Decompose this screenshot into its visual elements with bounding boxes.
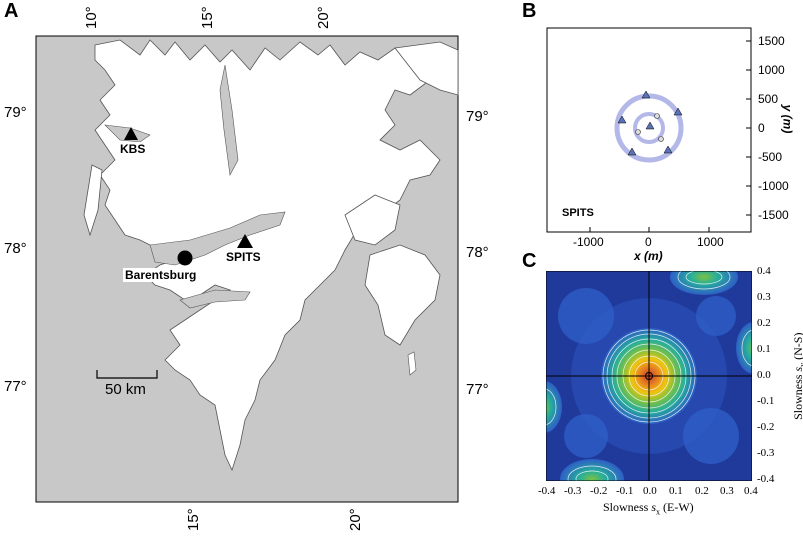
lat-label-left-79: 79° bbox=[4, 104, 27, 121]
side-lobe bbox=[670, 271, 738, 295]
lat-label-right-77: 77° bbox=[466, 381, 489, 398]
array-label: SPITS bbox=[562, 207, 594, 219]
c-xtick: 0.1 bbox=[669, 485, 683, 497]
panel-a-letter: A bbox=[4, 0, 19, 22]
c-ylabel: Slowness sy (N-S) bbox=[791, 321, 803, 431]
lon-label-bottom-20: 20° bbox=[347, 508, 364, 531]
sensor-circle bbox=[635, 129, 641, 135]
spits-label: SPITS bbox=[226, 250, 261, 264]
c-xtick: 0.3 bbox=[720, 485, 734, 497]
land-barentsoya bbox=[344, 194, 401, 246]
c-xtick: -0.4 bbox=[538, 485, 556, 497]
c-xtick: 0.0 bbox=[643, 485, 657, 497]
c-ytick: -0.2 bbox=[757, 421, 775, 433]
side-lobe bbox=[560, 459, 624, 481]
b-ytick: 1500 bbox=[758, 34, 785, 48]
c-xtick: -0.1 bbox=[616, 485, 634, 497]
wijdefjorden bbox=[219, 64, 239, 176]
c-ytick: 0.3 bbox=[757, 291, 771, 303]
lat-label-left-77: 77° bbox=[4, 378, 27, 395]
svalbard-map bbox=[35, 35, 459, 503]
kbs-station-triangle bbox=[124, 127, 138, 140]
lon-label-top-10: 10° bbox=[83, 6, 100, 29]
land-hopen bbox=[407, 351, 417, 376]
van-mijenfjorden bbox=[179, 289, 251, 309]
c-xlabel: Slowness sx (E-W) bbox=[603, 500, 694, 516]
c-xlabel-prefix: Slowness bbox=[603, 500, 652, 514]
b-ytick: -1000 bbox=[758, 179, 789, 193]
sensor-circle bbox=[658, 136, 664, 142]
b-xtick: 1000 bbox=[697, 235, 724, 249]
scale-bar bbox=[96, 370, 158, 379]
c-ytick: -0.4 bbox=[757, 473, 775, 485]
barentsburg-circle bbox=[177, 250, 193, 266]
inner-ring bbox=[633, 112, 665, 144]
b-xtick: -1000 bbox=[573, 235, 604, 249]
c-ytick: -0.3 bbox=[757, 447, 775, 459]
panel-c-letter: C bbox=[522, 250, 537, 272]
panel-b-letter: B bbox=[522, 0, 537, 22]
array-response-plot bbox=[546, 271, 752, 481]
lon-label-bottom-15: 15° bbox=[185, 508, 202, 531]
c-ytick: 0.2 bbox=[757, 317, 771, 329]
c-ytick: 0.0 bbox=[757, 369, 771, 381]
spits-station-triangle bbox=[237, 234, 253, 248]
lon-label-top-15: 15° bbox=[199, 6, 216, 29]
barentsburg-label: Barentsburg bbox=[123, 268, 199, 282]
side-lobe bbox=[736, 322, 752, 374]
b-ytick: -1500 bbox=[758, 208, 789, 222]
b-ytick: 1000 bbox=[758, 63, 785, 77]
kbs-label: KBS bbox=[118, 142, 148, 156]
c-xtick: 0.4 bbox=[744, 485, 758, 497]
land-prins-karls-forland bbox=[83, 164, 103, 237]
c-xtick: 0.2 bbox=[695, 485, 709, 497]
sensor-triangle bbox=[673, 107, 683, 116]
side-lobe bbox=[546, 381, 562, 433]
c-xlabel-suffix: (E-W) bbox=[660, 500, 694, 514]
c-xlabel-sub: x bbox=[656, 507, 661, 517]
b-ytick: 500 bbox=[758, 92, 779, 106]
array-geometry-plot bbox=[546, 27, 752, 233]
land-spitsbergen bbox=[94, 39, 441, 472]
sensor-triangle bbox=[645, 121, 655, 130]
b-ytick: 0 bbox=[758, 121, 765, 135]
b-xlabel: x (m) bbox=[634, 249, 663, 263]
lon-label-top-20: 20° bbox=[315, 6, 332, 29]
c-ylabel-sub: y bbox=[798, 363, 803, 367]
lat-label-right-78: 78° bbox=[466, 244, 489, 261]
c-xtick: -0.2 bbox=[590, 485, 608, 497]
sensor-circle bbox=[654, 113, 660, 119]
array-plot-frame bbox=[546, 27, 752, 233]
scale-bar-label: 50 km bbox=[105, 381, 146, 398]
c-xlabel-var: s bbox=[651, 500, 657, 514]
c-ylabel-suffix: (N-S) bbox=[790, 332, 803, 360]
c-ytick: 0.4 bbox=[757, 265, 771, 277]
c-ylabel-prefix: Slowness bbox=[790, 374, 803, 420]
lat-label-right-79: 79° bbox=[466, 108, 489, 125]
peak-marker bbox=[645, 372, 653, 380]
c-xtick: -0.3 bbox=[564, 485, 582, 497]
sensor-triangle bbox=[641, 90, 651, 99]
b-ytick: -500 bbox=[758, 150, 783, 164]
b-ylabel: y (m) bbox=[780, 104, 795, 134]
sensor-triangle bbox=[617, 115, 627, 124]
c-ytick: -0.1 bbox=[757, 395, 775, 407]
sensor-triangle bbox=[663, 145, 673, 154]
c-ylabel-var: s bbox=[791, 367, 803, 372]
c-ytick: 0.1 bbox=[757, 343, 771, 355]
sensor-triangle bbox=[627, 147, 637, 156]
land-nordaustlandet bbox=[394, 41, 459, 96]
lat-label-left-78: 78° bbox=[4, 240, 27, 257]
land-edgeoya bbox=[364, 244, 441, 346]
b-xtick: 0 bbox=[645, 235, 652, 249]
